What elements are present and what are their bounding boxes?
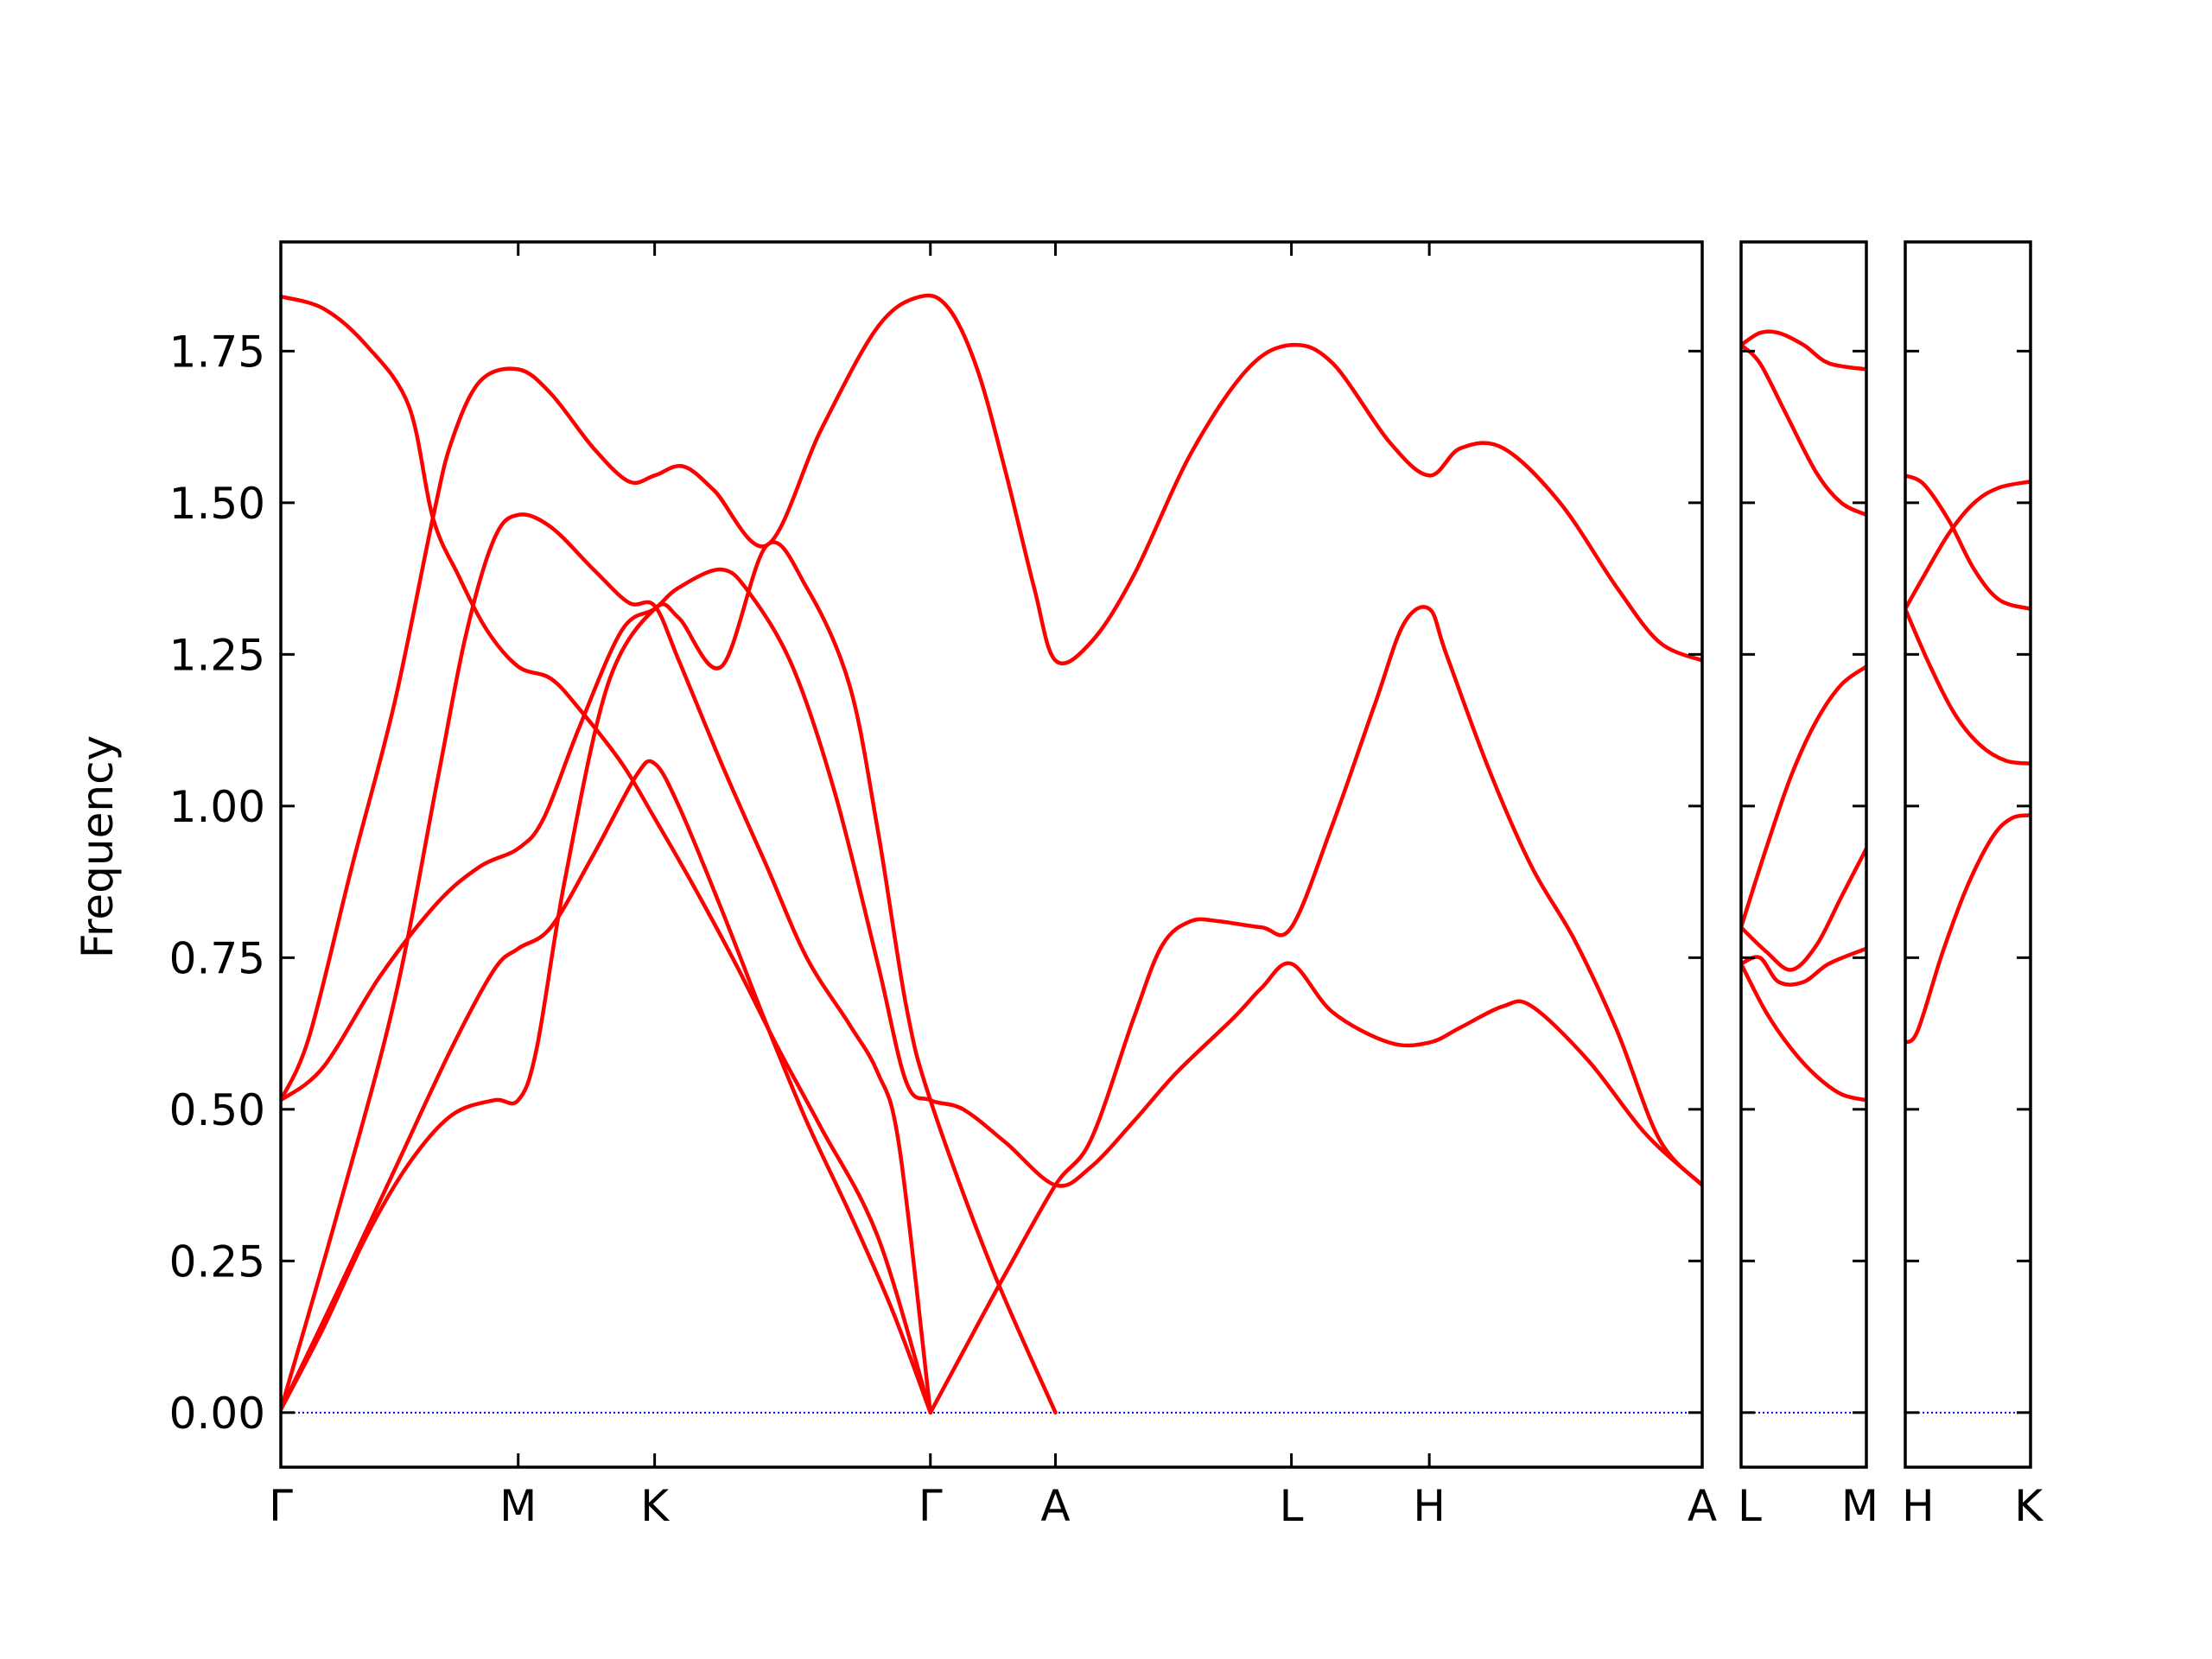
band-branch-5 bbox=[1741, 946, 1866, 987]
band-branch-4 bbox=[1741, 846, 1866, 972]
panel-1: 0.00 0.25 0.50 0.75 1.00 1.25 1.50 1.75 Γ M K Γ A L H A bbox=[169, 240, 1717, 1531]
band-branch-6 bbox=[281, 759, 933, 1415]
band-branch-5 bbox=[281, 540, 1058, 1415]
band-branch-4 bbox=[281, 512, 933, 1415]
x-tick-label: M bbox=[499, 1481, 537, 1531]
band-branch-7 bbox=[928, 605, 1702, 1415]
band-curves bbox=[1741, 329, 1866, 1103]
panel-frame bbox=[1739, 240, 1868, 1469]
y-tick-label: 0.25 bbox=[169, 1236, 265, 1287]
panel-frame bbox=[279, 240, 1704, 1469]
x-tick-label: A bbox=[1688, 1481, 1717, 1531]
x-tick-label: K bbox=[640, 1481, 670, 1531]
band-branch-3 bbox=[281, 567, 1702, 1188]
y-axis-label: Frequency bbox=[73, 735, 123, 958]
x-tick-label: L bbox=[1738, 1481, 1762, 1531]
band-branch-2 bbox=[1905, 480, 2031, 611]
band-branch-4 bbox=[1905, 813, 2031, 1045]
panel-frame bbox=[1904, 240, 2032, 1469]
band-branch-2 bbox=[281, 293, 1702, 1103]
y-tick-label: 0.75 bbox=[169, 933, 265, 983]
x-tick-label: M bbox=[1841, 1481, 1878, 1531]
y-tick-label: 1.50 bbox=[169, 479, 265, 529]
chart-panels: 0.000.250.500.751.001.251.501.75Γ M K Γ A L H A… bbox=[169, 240, 2044, 1531]
band-curves bbox=[281, 293, 1702, 1415]
y-tick-label: 1.75 bbox=[169, 327, 265, 377]
x-tick-label: K bbox=[2014, 1481, 2044, 1531]
x-tick-label: L bbox=[1280, 1481, 1304, 1531]
y-tick-label: 0.00 bbox=[169, 1389, 265, 1439]
y-tick-label: 1.25 bbox=[169, 630, 265, 680]
band-branch-3 bbox=[1905, 607, 2031, 766]
x-tick-label: A bbox=[1040, 1481, 1070, 1531]
band-curves bbox=[1905, 474, 2031, 1045]
band-branch-1 bbox=[1905, 474, 2031, 611]
band-branch-1 bbox=[281, 294, 933, 1415]
band-branch-1 bbox=[1741, 329, 1866, 372]
x-tick-label: Γ bbox=[918, 1481, 943, 1531]
band-branch-2 bbox=[1741, 343, 1866, 518]
y-tick-label: 0.50 bbox=[169, 1085, 265, 1135]
band-branch-3 bbox=[1741, 664, 1866, 930]
band-branch-6 bbox=[1741, 962, 1866, 1103]
x-tick-label: H bbox=[1902, 1481, 1935, 1531]
x-tick-label: Γ bbox=[269, 1481, 293, 1531]
x-tick-label: H bbox=[1413, 1481, 1446, 1531]
y-tick-label: 1.00 bbox=[169, 782, 265, 832]
